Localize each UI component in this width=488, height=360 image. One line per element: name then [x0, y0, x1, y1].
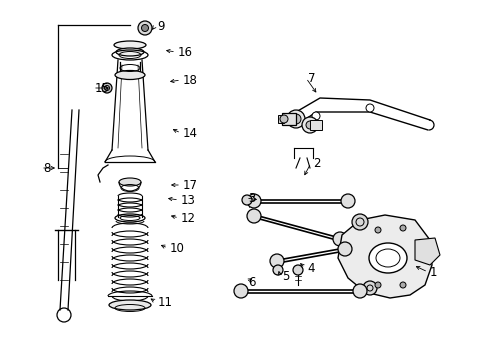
- Text: 1: 1: [429, 266, 437, 279]
- Ellipse shape: [115, 71, 145, 80]
- Text: 4: 4: [306, 261, 314, 275]
- Text: 15: 15: [95, 81, 110, 95]
- Circle shape: [305, 121, 313, 129]
- Ellipse shape: [116, 48, 143, 56]
- Bar: [278, 115, 284, 123]
- Text: 10: 10: [170, 242, 184, 255]
- Text: 8: 8: [43, 162, 50, 175]
- Circle shape: [242, 195, 251, 205]
- Circle shape: [280, 115, 287, 123]
- Circle shape: [311, 112, 319, 120]
- Text: 2: 2: [312, 157, 320, 170]
- Circle shape: [351, 214, 367, 230]
- Text: 13: 13: [181, 194, 196, 207]
- Polygon shape: [414, 238, 439, 265]
- Circle shape: [374, 282, 380, 288]
- Circle shape: [399, 282, 405, 288]
- Text: 6: 6: [247, 275, 255, 288]
- Circle shape: [337, 242, 351, 256]
- Circle shape: [365, 104, 373, 112]
- Text: 14: 14: [183, 126, 198, 140]
- Bar: [282, 113, 295, 125]
- Text: 12: 12: [181, 212, 196, 225]
- Text: 18: 18: [183, 73, 198, 86]
- Ellipse shape: [114, 41, 146, 49]
- Circle shape: [292, 265, 303, 275]
- Circle shape: [246, 194, 261, 208]
- Text: 17: 17: [183, 179, 198, 192]
- Bar: [309, 120, 321, 130]
- Text: 3: 3: [247, 192, 255, 204]
- Circle shape: [290, 114, 301, 124]
- Circle shape: [374, 227, 380, 233]
- Ellipse shape: [119, 178, 141, 186]
- Ellipse shape: [368, 243, 406, 273]
- Circle shape: [340, 194, 354, 208]
- Circle shape: [234, 284, 247, 298]
- Text: 16: 16: [178, 45, 193, 59]
- Circle shape: [302, 117, 317, 133]
- Circle shape: [246, 209, 261, 223]
- Circle shape: [332, 232, 346, 246]
- Circle shape: [286, 110, 305, 128]
- Circle shape: [362, 281, 376, 295]
- Text: 11: 11: [158, 296, 173, 309]
- Circle shape: [102, 83, 112, 93]
- Text: 5: 5: [282, 270, 289, 283]
- Circle shape: [138, 21, 152, 35]
- Circle shape: [352, 284, 366, 298]
- Polygon shape: [337, 215, 431, 298]
- Circle shape: [269, 254, 284, 268]
- Text: 7: 7: [307, 72, 315, 85]
- Circle shape: [399, 225, 405, 231]
- Text: 9: 9: [157, 19, 164, 32]
- Circle shape: [141, 24, 148, 32]
- Ellipse shape: [109, 300, 151, 310]
- Circle shape: [272, 265, 283, 275]
